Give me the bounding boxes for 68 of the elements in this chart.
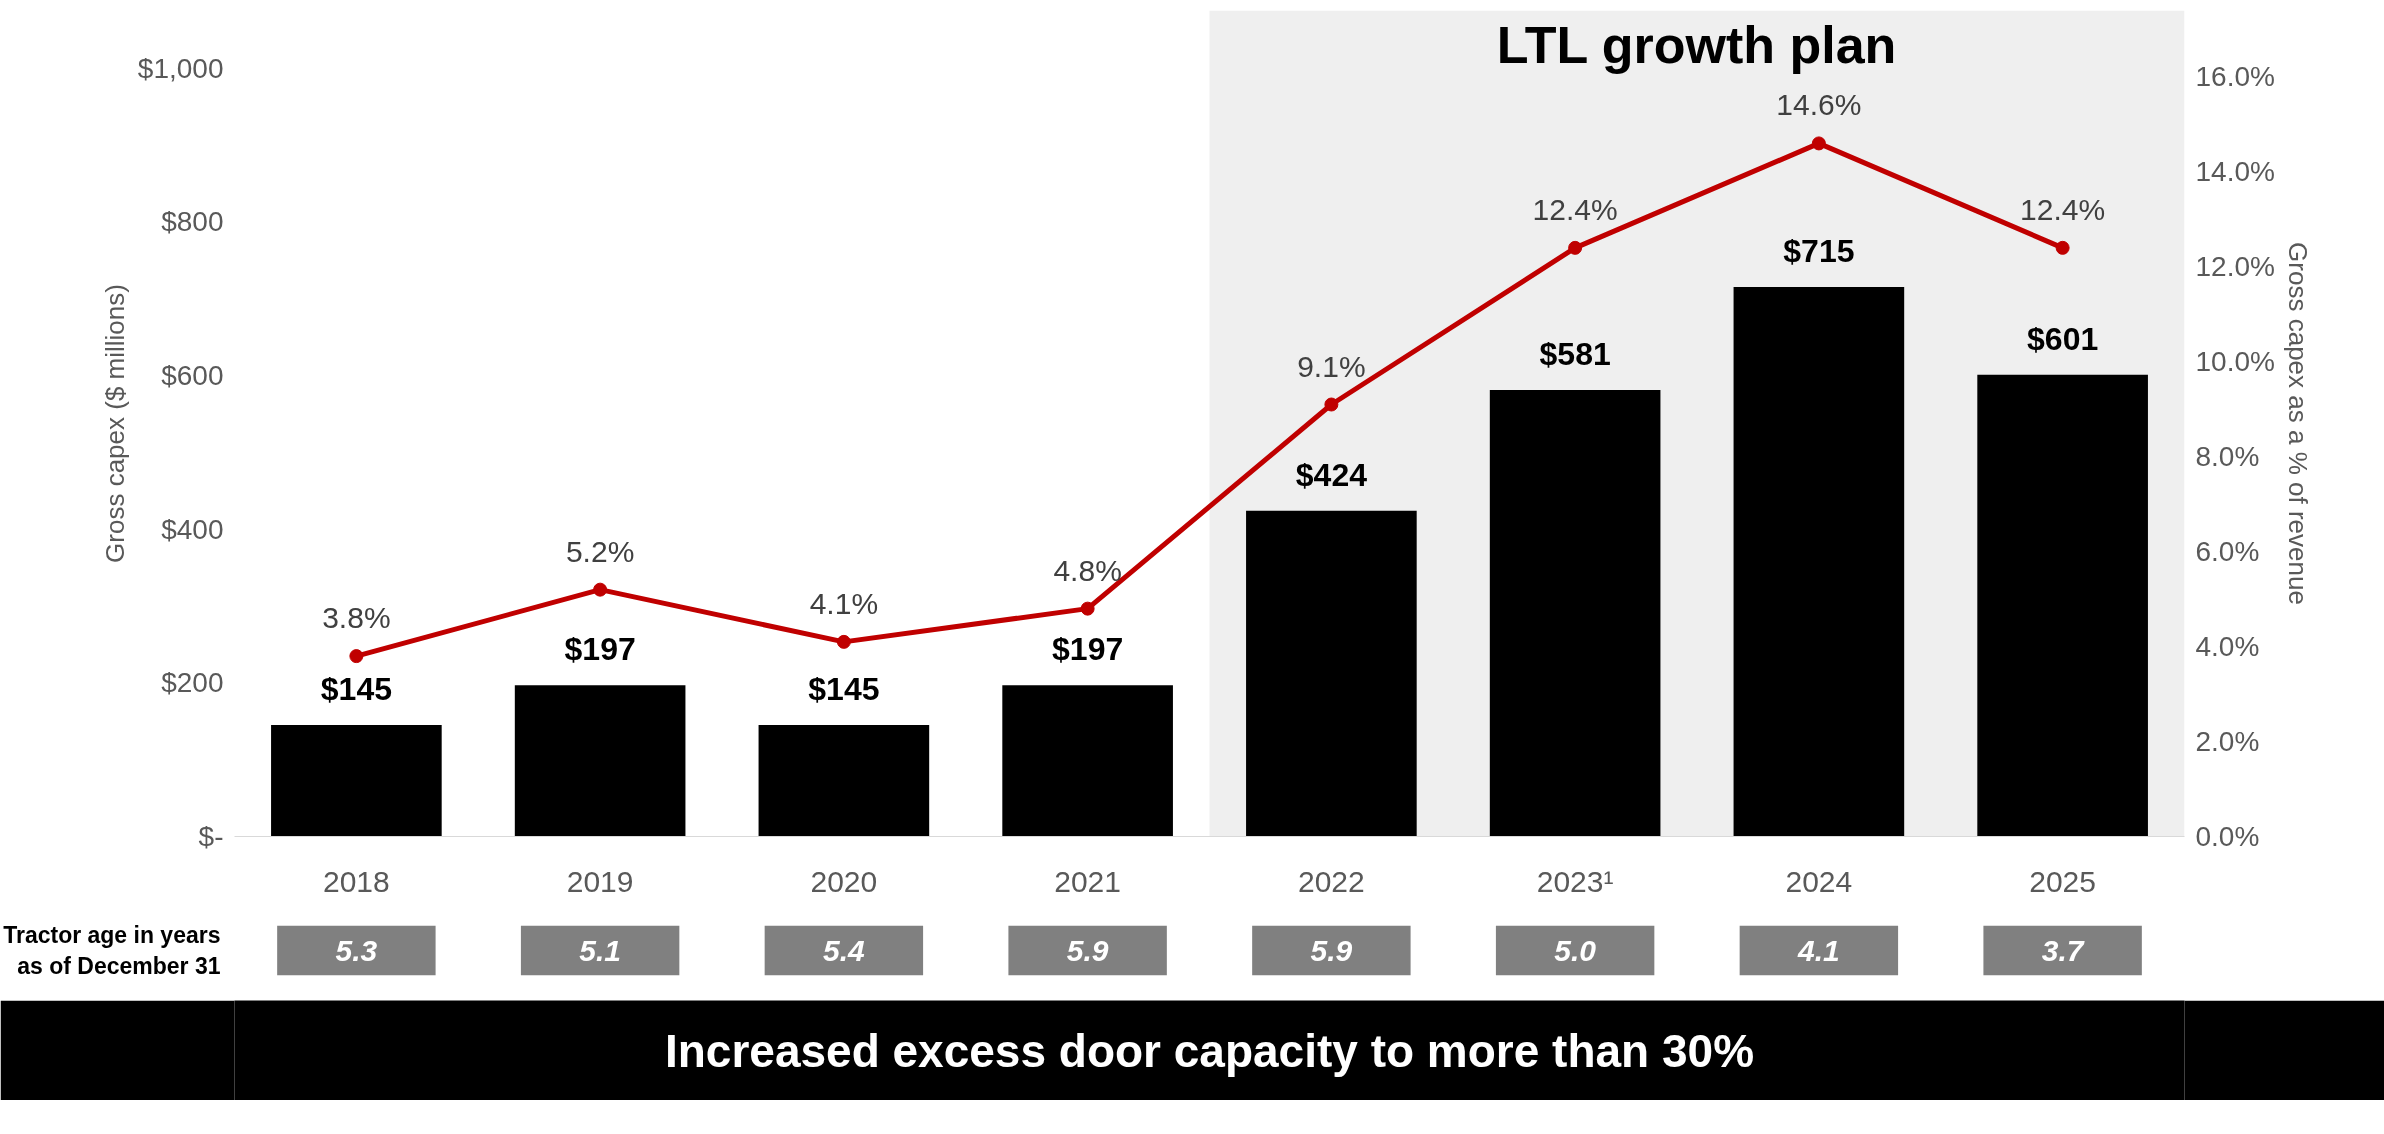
point: [1324, 397, 1339, 412]
text: 5.3: [335, 933, 378, 967]
data-label: 4.8%: [1053, 553, 1122, 587]
data-label: $145: [808, 671, 880, 708]
text: 3.7: [2041, 933, 2085, 967]
point: [2055, 240, 2070, 255]
y2-tick-label: 10.0%: [2195, 346, 2275, 378]
y-tick-label: $1,000: [137, 52, 224, 84]
y2-tick-label: 0.0%: [2195, 821, 2260, 852]
x-tick-label: 2019: [566, 864, 634, 898]
y-tick-label: $200: [161, 667, 224, 699]
data-label: 14.6%: [1776, 88, 1862, 122]
y2-tick-label: 6.0%: [2195, 536, 2260, 568]
y2-axis-title: Gross capex as a % of revenue: [2282, 242, 2313, 605]
data-label: $197: [1052, 631, 1124, 668]
bar: [1489, 390, 1661, 837]
bar: [1002, 685, 1173, 837]
data-label: $424: [1295, 456, 1368, 493]
bar: [1977, 374, 2148, 837]
point: [593, 582, 608, 597]
y-axis-title: Gross capex ($ millions): [99, 284, 130, 563]
data-label: 9.1%: [1297, 349, 1366, 383]
text: 5.9: [1310, 933, 1353, 967]
x-tick-label: 2025: [2029, 864, 2097, 898]
text: 4.1: [1797, 933, 1840, 967]
text: 5.0: [1554, 933, 1597, 967]
x-tick-label: 2024: [1785, 864, 1853, 898]
bar: [1246, 510, 1417, 837]
bar: [758, 725, 930, 837]
y-tick-label: $600: [161, 359, 224, 391]
point: [1080, 601, 1095, 616]
data-label: $197: [564, 631, 636, 668]
data-label: $715: [1783, 233, 1855, 270]
bar: [271, 725, 442, 837]
x-tick-label: 2022: [1298, 864, 1365, 898]
y2-tick-label: 4.0%: [2195, 631, 2260, 663]
data-label: 3.8%: [322, 601, 391, 635]
bar: [1733, 287, 1905, 837]
data-label: $601: [2027, 320, 2099, 357]
text: 5.1: [579, 933, 621, 967]
bar: [514, 685, 686, 837]
y-tick-label: $-: [198, 821, 224, 852]
text: 5.4: [823, 933, 866, 967]
x-tick-label: 2020: [810, 864, 878, 898]
data-label: 12.4%: [2020, 192, 2106, 226]
y2-tick-label: 16.0%: [2195, 61, 2275, 93]
y2-tick-label: 14.0%: [2195, 156, 2275, 188]
y-tick-label: $800: [161, 206, 224, 238]
data-label: 5.2%: [565, 534, 635, 568]
data-label: $581: [1539, 336, 1611, 373]
data-label: $145: [320, 671, 392, 708]
x-tick-label: 2021: [1054, 864, 1122, 898]
point: [1811, 136, 1826, 151]
y-tick-label: $400: [161, 513, 224, 545]
point: [1568, 240, 1583, 255]
point: [836, 634, 851, 649]
y2-tick-label: 2.0%: [2195, 726, 2260, 758]
y2-tick-label: 8.0%: [2195, 441, 2260, 473]
text: Increased excess door capacity to more than 30%: [664, 1024, 1755, 1077]
text: 5.9: [1066, 933, 1109, 967]
data-label: 12.4%: [1532, 192, 1618, 226]
point: [349, 649, 364, 664]
x-tick-label: 2018: [323, 864, 390, 898]
band-label: LTL growth plan: [1496, 15, 1897, 74]
x-tick-label: 2023¹: [1536, 864, 1614, 898]
text: Tractor age in years as of December 31: [3, 921, 221, 980]
y2-tick-label: 12.0%: [2195, 251, 2275, 283]
data-label: 4.1%: [809, 586, 879, 620]
